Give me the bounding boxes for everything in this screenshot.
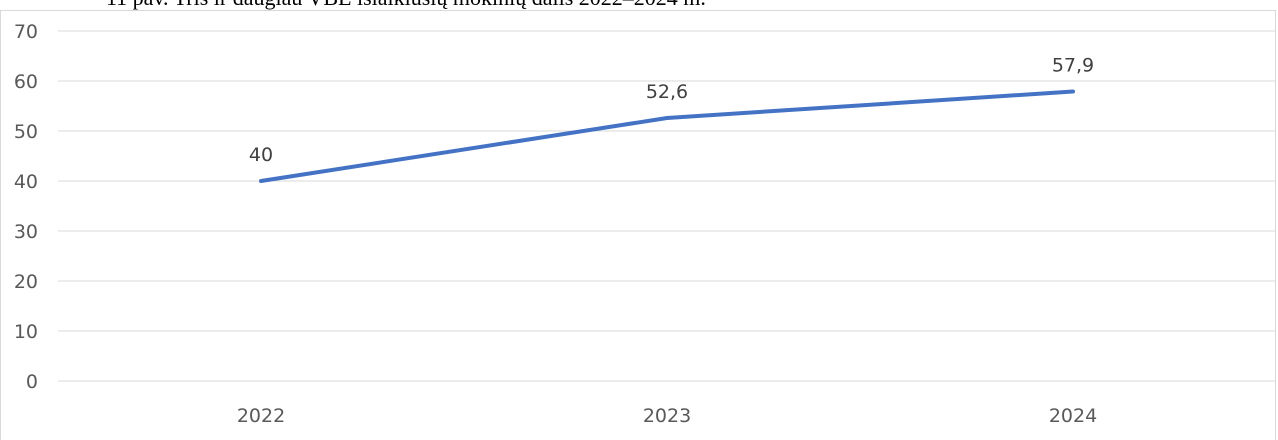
series-line (261, 92, 1073, 182)
series-group (261, 91, 1073, 181)
y-axis-tick-labels: 0 10 20 30 40 50 60 70 (14, 21, 38, 393)
x-axis-tick-labels: 2022 2023 2024 (237, 405, 1097, 427)
y-tick-label: 70 (14, 21, 38, 43)
y-tick-label: 30 (14, 221, 38, 243)
data-label: 40 (249, 144, 273, 166)
line-chart: 0 10 20 30 40 50 60 70 2022 2023 2024 40 52,6 57,9 (0, 0, 1278, 430)
data-label: 52,6 (646, 81, 688, 103)
y-tick-label: 20 (14, 271, 38, 293)
data-labels: 40 52,6 57,9 (249, 55, 1094, 167)
y-tick-label: 50 (14, 121, 38, 143)
y-tick-label: 10 (14, 321, 38, 343)
y-tick-label: 40 (14, 171, 38, 193)
y-tick-label: 60 (14, 71, 38, 93)
data-label: 57,9 (1052, 55, 1094, 77)
y-tick-label: 0 (26, 371, 38, 393)
x-tick-label: 2022 (237, 405, 285, 427)
x-tick-label: 2024 (1049, 405, 1097, 427)
x-tick-label: 2023 (643, 405, 691, 427)
